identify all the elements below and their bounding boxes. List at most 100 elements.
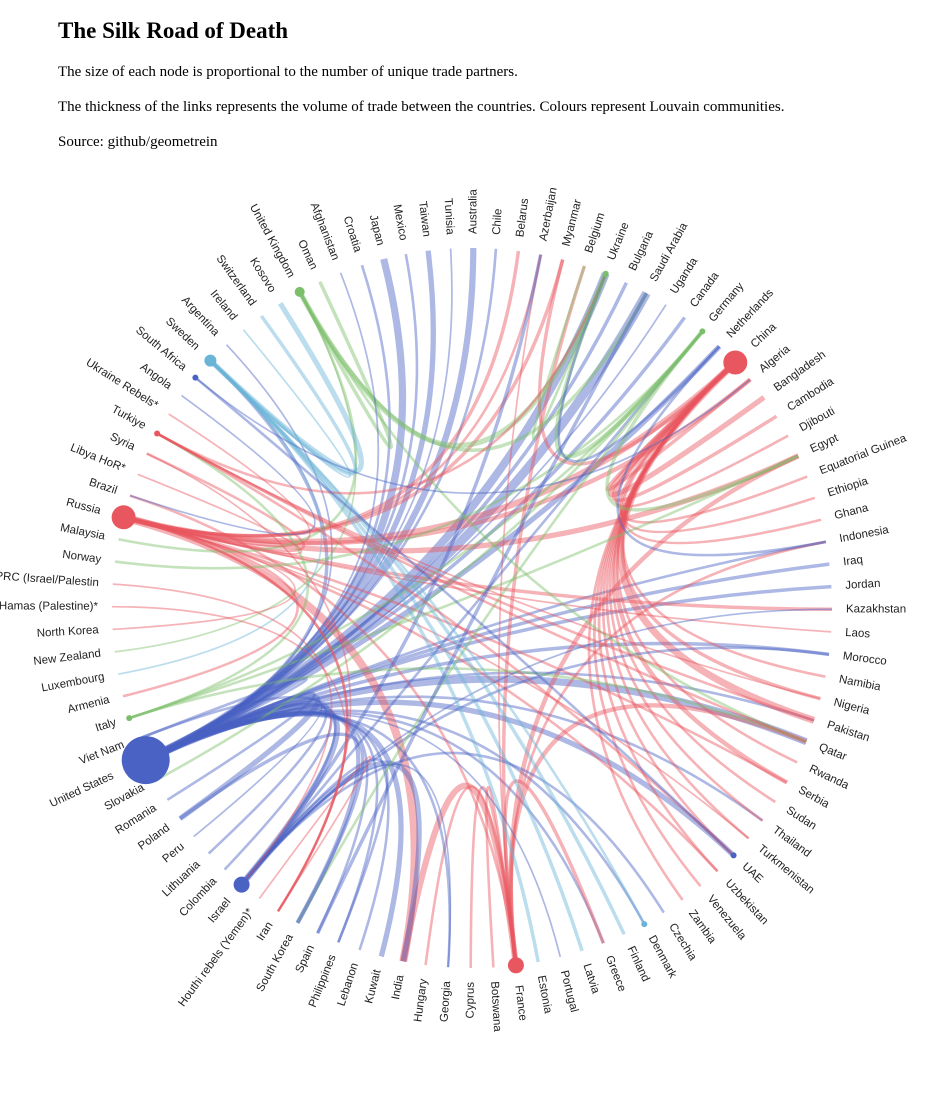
link-north-korea-russia [112, 516, 296, 631]
label-chile: Chile [491, 208, 505, 235]
link-france-belgium [501, 265, 587, 966]
label-turkiye: Turkiye [109, 403, 147, 432]
node-china[interactable] [723, 350, 748, 375]
label-oman: Oman [295, 238, 319, 271]
link-south-korea-poland [178, 732, 365, 924]
label-israel: Israel [206, 896, 233, 925]
label-luxembourg: Luxembourg [40, 671, 105, 695]
link-united-states-taiwan [144, 250, 436, 763]
link-turkiye-nigeria [156, 432, 821, 700]
link-turkiye-uae [156, 432, 735, 857]
node-israel[interactable] [233, 876, 250, 893]
link-prc-israel-palestin-israel [112, 583, 333, 886]
node-south-africa[interactable] [192, 374, 199, 381]
nodes-layer [111, 270, 748, 974]
label-japan: Japan [367, 214, 386, 247]
label-slovakia: Slovakia [103, 781, 147, 813]
link-israel-viet-nam [136, 695, 337, 886]
link-united-states-qatar [144, 675, 808, 764]
link-china-zambia [587, 361, 737, 901]
node-france[interactable] [507, 957, 524, 974]
link-sweden-latvia [209, 359, 584, 952]
link-united-kingdom-new-zealand [114, 291, 357, 653]
link-united-states-south-korea [144, 708, 361, 924]
link-china-equatorial-guinea [618, 361, 808, 524]
node-united-kingdom[interactable] [294, 286, 305, 297]
link-china-myanmar [537, 259, 737, 466]
link-united-states-morocco [144, 641, 830, 762]
node-germany[interactable] [699, 328, 706, 335]
link-russia-kazakhstan [123, 515, 833, 612]
label-azerbaijan: Azerbaijan [538, 186, 560, 242]
link-united-kingdom-oman [298, 280, 393, 450]
label-estonia: Estonia [535, 975, 554, 1016]
link-united-states-poland [144, 693, 321, 821]
link-russia-azerbaijan [123, 254, 542, 538]
link-united-kingdom-qatar [298, 291, 807, 743]
link-united-states-bulgaria [144, 282, 628, 762]
label-sudan: Sudan [784, 804, 818, 832]
link-israel-czechia [240, 751, 665, 914]
node-united-states[interactable] [121, 736, 170, 785]
link-turkiye-pakistan [156, 432, 815, 722]
link-united-states-chile [145, 248, 498, 762]
link-russia-ukraine-rebels [123, 413, 311, 547]
label-france: France [512, 984, 528, 1021]
node-denmark[interactable] [641, 921, 648, 928]
link-united-states-jordan [144, 584, 832, 762]
link-iran-russia [123, 516, 349, 912]
link-germany-norway [114, 330, 704, 570]
label-indonesia: Indonesia [839, 524, 891, 545]
link-united-kingdom-malaysia [118, 291, 358, 553]
link-united-states-philippines [145, 711, 379, 943]
link-united-states-saudi-arabia [143, 290, 651, 765]
link-united-states-israel [144, 703, 341, 887]
link-sweden-switzerland [209, 314, 358, 476]
label-new-zealand: New Zealand [33, 648, 102, 668]
link-israel-germany [240, 330, 704, 886]
link-south-africa-algeria [194, 376, 751, 495]
label-ethiopia: Ethiopia [826, 475, 870, 499]
label-croatia: Croatia [341, 215, 364, 255]
link-georgia-united-states [145, 713, 451, 968]
label-russia: Russia [65, 497, 103, 518]
node-ukraine[interactable] [602, 270, 609, 277]
link-united-kingdom-ukraine [297, 272, 609, 449]
label-pakistan: Pakistan [825, 719, 871, 744]
link-china-ethiopia [619, 361, 816, 534]
link-russia-uzbekistan [123, 516, 719, 873]
label-philippines: Philippines [307, 953, 339, 1009]
label-taiwan: Taiwan [416, 201, 432, 238]
label-libya-hor: Libya HoR* [68, 442, 127, 475]
link-netherlands-indonesia [616, 345, 827, 557]
link-china-nigeria [620, 361, 821, 701]
label-lebanon: Lebanon [336, 961, 361, 1007]
node-sweden[interactable] [204, 354, 217, 367]
label-viet-nam: Viet Nam [78, 739, 126, 767]
label-mexico: Mexico [391, 203, 409, 241]
label-laos: Laos [845, 627, 871, 641]
node-italy[interactable] [126, 715, 133, 722]
link-sweden-finland [209, 359, 626, 936]
label-finland: Finland [625, 944, 652, 983]
node-uae[interactable] [730, 852, 737, 859]
link-peru-united-states [145, 698, 323, 838]
label-spain: Spain [294, 943, 317, 975]
link-china-pakistan [617, 359, 816, 724]
node-turkiye[interactable] [154, 430, 161, 437]
description-link-thickness: The thickness of the links represents th… [58, 99, 785, 115]
label-malaysia: Malaysia [59, 522, 106, 543]
link-russia-myanmar [123, 259, 565, 538]
label-italy: Italy [94, 717, 118, 735]
link-united-states-uganda [145, 304, 667, 761]
link-spain-saudi-arabia [316, 292, 649, 934]
label-czechia: Czechia [666, 921, 699, 963]
link-iran-syria [146, 452, 352, 912]
link-france-hungary [424, 785, 518, 966]
link-france-qatar [508, 703, 808, 966]
node-russia[interactable] [111, 505, 136, 530]
link-sweden-ireland [209, 329, 351, 478]
label-peru: Peru [160, 841, 186, 866]
link-south-africa-uae [194, 376, 735, 857]
